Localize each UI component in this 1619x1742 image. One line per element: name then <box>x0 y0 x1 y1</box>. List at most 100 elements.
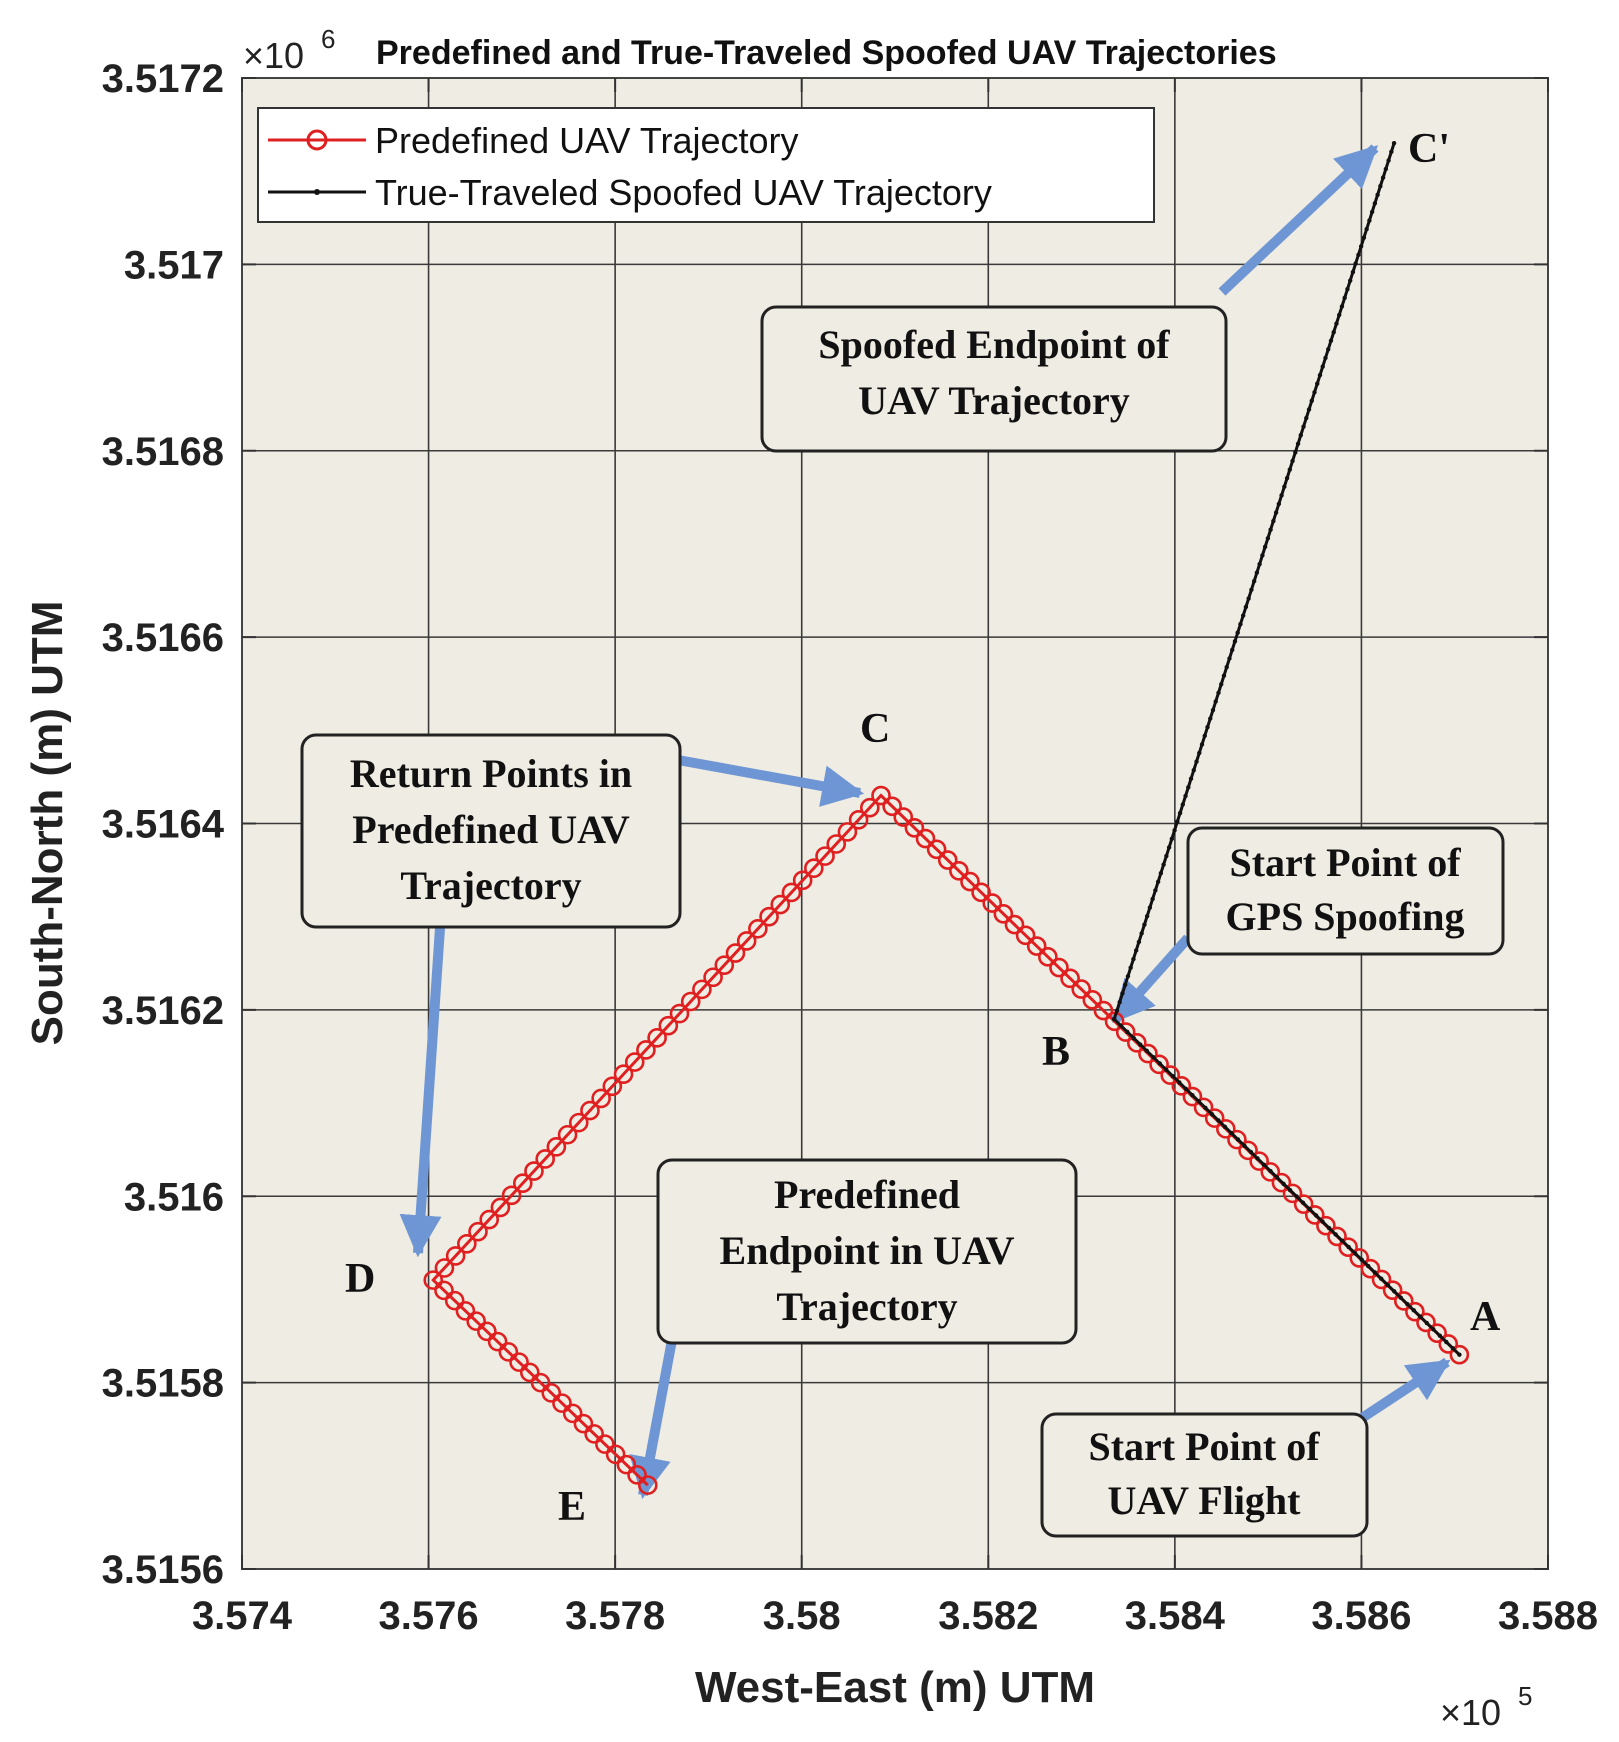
spoofed-trajectory-point <box>1418 1314 1423 1319</box>
spoofed-trajectory-point <box>1367 218 1372 223</box>
predefined-trajectory-point <box>1371 1269 1392 1290</box>
predefined-trajectory-point <box>725 943 746 963</box>
spoofed-trajectory-point <box>1120 991 1125 996</box>
predefined-trajectory-point <box>524 1161 544 1181</box>
annotation-return-points: Return Points in Predefined UAV Trajecto… <box>300 733 682 929</box>
predefined-trajectory-point <box>627 1465 647 1485</box>
spoofed-trajectory-point <box>1379 1276 1384 1281</box>
spoofed-trajectory-point <box>1161 862 1166 867</box>
spoofed-trajectory-point <box>1246 596 1251 601</box>
spoofed-trajectory-point <box>1398 1295 1403 1300</box>
predefined-trajectory-point <box>1160 1065 1180 1085</box>
spoofed-trajectory-point <box>1309 398 1314 404</box>
spoofed-trajectory-point <box>1197 750 1202 756</box>
spoofed-trajectory-point <box>1383 166 1389 172</box>
spoofed-trajectory-point <box>1131 956 1136 962</box>
spoofed-trajectory-point <box>1251 579 1257 584</box>
predefined-trajectory-point <box>1093 1000 1114 1021</box>
spoofed-trajectory-point <box>1112 1016 1117 1022</box>
spoofed-trajectory-point <box>1282 484 1287 489</box>
spoofed-trajectory-point <box>1242 1143 1247 1148</box>
spoofed-trajectory-point <box>1190 1092 1195 1098</box>
predefined-trajectory-point <box>1182 1086 1203 1107</box>
spoofed-trajectory-point <box>1257 561 1262 567</box>
predefined-trajectory-point <box>1249 1151 1269 1171</box>
predefined-trajectory-point <box>658 1015 679 1036</box>
predefined-trajectory-point <box>669 1003 690 1024</box>
predefined-trajectory-point <box>434 1258 455 1278</box>
spoofed-trajectory-point <box>1271 518 1276 524</box>
spoofed-trajectory-point <box>1361 235 1367 240</box>
legend-label-predefined: Predefined UAV Trajectory <box>375 120 799 161</box>
spoofed-trajectory-point <box>1345 287 1350 292</box>
spoofed-trajectory-point <box>1386 158 1391 163</box>
predefined-trajectory-point <box>1304 1205 1325 1225</box>
predefined-trajectory-point <box>487 1331 508 1352</box>
spoofed-trajectory-point <box>1209 1111 1215 1117</box>
predefined-trajectory-point <box>1405 1301 1425 1322</box>
spoofed-trajectory-point <box>1125 974 1131 979</box>
y-tick-label: 3.517 <box>124 243 224 287</box>
predefined-trajectory-point <box>1015 925 1036 946</box>
spoofed-trajectory-point <box>1183 793 1188 799</box>
spoofed-trajectory-point <box>1248 1149 1254 1155</box>
predefined-trajectory-point <box>815 846 835 866</box>
spoofed-trajectory-point <box>1142 922 1147 927</box>
spoofed-trajectory-point <box>1389 149 1394 155</box>
spoofed-trajectory-point <box>1210 707 1216 713</box>
predefined-trajectory-point <box>748 919 768 939</box>
spoofed-trajectory-point <box>1128 965 1133 970</box>
spoofed-trajectory-point <box>1208 716 1213 721</box>
spoofed-trajectory-point <box>1352 1251 1358 1256</box>
predefined-trajectory-point <box>616 1454 637 1475</box>
spoofed-trajectory-point <box>1312 390 1317 395</box>
spoofed-trajectory-point <box>1133 948 1139 953</box>
svg-text:Predefined: Predefined <box>774 1172 960 1217</box>
predefined-trajectory-point <box>477 1321 497 1342</box>
spoofed-trajectory-point <box>1118 1023 1123 1028</box>
predefined-trajectory-point <box>605 1444 626 1465</box>
spoofed-trajectory-point <box>1274 1175 1280 1180</box>
spoofed-trajectory-point <box>1268 1168 1273 1174</box>
y-tick-label: 3.5162 <box>102 989 224 1033</box>
predefined-trajectory-point <box>826 834 847 854</box>
predefined-trajectory-point <box>647 1028 667 1048</box>
spoofed-trajectory-point <box>1188 776 1194 781</box>
predefined-trajectory-point <box>1427 1323 1447 1343</box>
spoofed-trajectory-point <box>1213 699 1218 704</box>
spoofed-trajectory-point <box>1191 767 1196 773</box>
annotation-spoofed-endpoint: Spoofed Endpoint of UAV Trajectory <box>760 305 1228 453</box>
predefined-trajectory-point <box>1004 914 1025 935</box>
predefined-trajectory-point <box>893 807 914 827</box>
predefined-trajectory-point <box>535 1149 555 1169</box>
predefined-trajectory-point <box>1349 1248 1370 1268</box>
predefined-trajectory-point <box>636 1040 656 1060</box>
predefined-trajectory-point <box>1049 957 1069 978</box>
spoofed-trajectory-point <box>1205 725 1210 730</box>
spoofed-trajectory-point <box>1227 656 1232 661</box>
spoofed-trajectory-point <box>1260 553 1265 558</box>
predefined-trajectory-point <box>1293 1194 1314 1214</box>
x-tick-label: 3.588 <box>1498 1594 1598 1638</box>
spoofed-trajectory-point <box>1358 244 1364 249</box>
spoofed-trajectory-point <box>1323 355 1328 361</box>
x-multiplier: ×10 <box>1440 1692 1501 1733</box>
spoofed-trajectory-point <box>1170 1073 1176 1079</box>
spoofed-trajectory-point <box>1169 836 1175 842</box>
spoofed-trajectory-point <box>1164 1067 1169 1073</box>
legend-label-spoofed: True-Traveled Spoofed UAV Trajectory <box>375 172 992 213</box>
predefined-trajectory-point <box>1071 979 1092 999</box>
spoofed-trajectory-point <box>1328 338 1334 343</box>
spoofed-trajectory-point <box>1155 879 1161 884</box>
predefined-trajectory-point <box>613 1064 634 1084</box>
spoofed-trajectory-point <box>1347 278 1353 283</box>
predefined-trajectory-point <box>770 894 791 915</box>
spoofed-trajectory-point <box>1326 1225 1332 1231</box>
y-tick-label: 3.5158 <box>102 1362 224 1406</box>
predefined-trajectory-point <box>971 882 991 903</box>
predefined-trajectory-point <box>1082 990 1103 1010</box>
spoofed-trajectory-point <box>1353 261 1358 266</box>
spoofed-trajectory-point <box>1372 1270 1377 1275</box>
svg-text:Start Point of: Start Point of <box>1088 1424 1320 1469</box>
svg-text:Trajectory: Trajectory <box>400 863 581 908</box>
